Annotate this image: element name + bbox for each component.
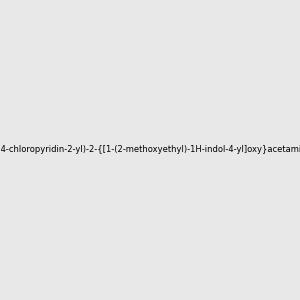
Text: N-(4-chloropyridin-2-yl)-2-{[1-(2-methoxyethyl)-1H-indol-4-yl]oxy}acetamide: N-(4-chloropyridin-2-yl)-2-{[1-(2-methox… — [0, 146, 300, 154]
